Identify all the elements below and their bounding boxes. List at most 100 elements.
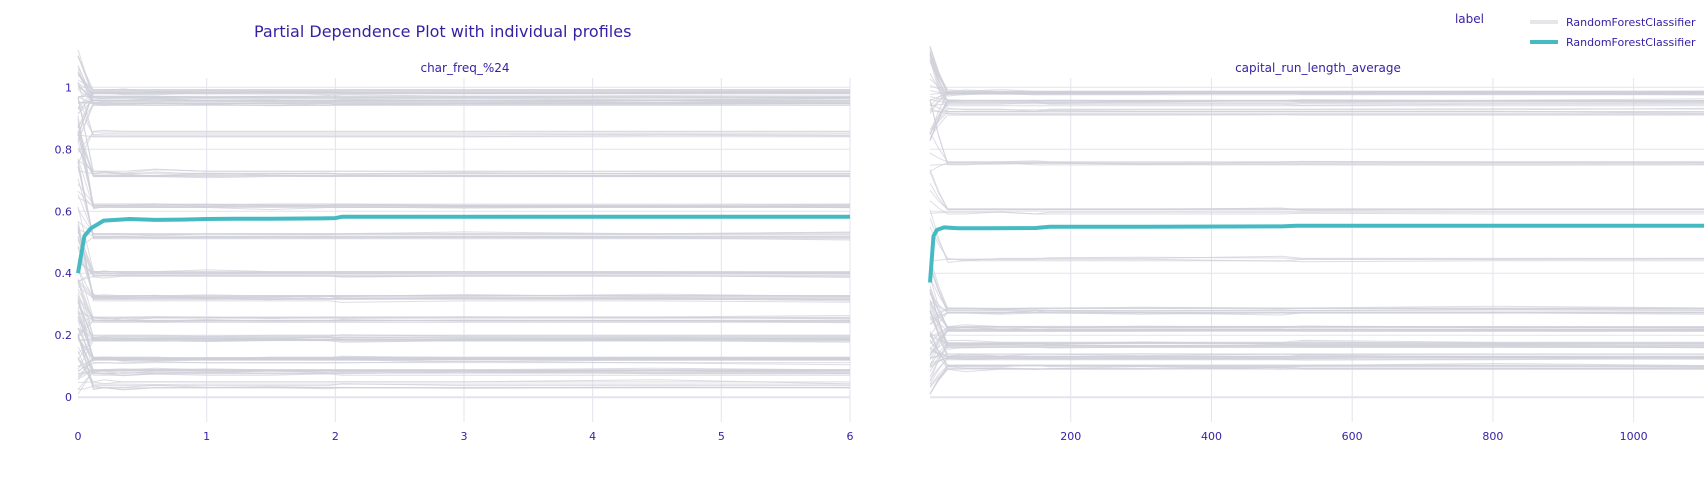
pdp-line-group bbox=[928, 223, 1704, 283]
grid bbox=[930, 78, 1704, 422]
ice-profile-line bbox=[929, 209, 1704, 263]
ice-profile-line bbox=[929, 333, 1704, 367]
ice-profile-line bbox=[77, 115, 851, 208]
ice-profile-line bbox=[929, 289, 1704, 348]
x-tick-label: 200 bbox=[1060, 430, 1081, 443]
x-tick-label: 0 bbox=[75, 430, 82, 443]
y-tick-label: 0.4 bbox=[55, 267, 73, 280]
x-tick-label: 6 bbox=[847, 430, 854, 443]
x-tick-label: 800 bbox=[1482, 430, 1503, 443]
ice-profile-line bbox=[929, 306, 1704, 359]
ice-profile-line bbox=[929, 73, 1704, 102]
ice-profile-line bbox=[77, 346, 850, 374]
ice-profile-line bbox=[929, 277, 1704, 331]
ice-profile-line bbox=[77, 98, 850, 136]
ice-profile-line bbox=[77, 125, 850, 177]
ice-profile-line bbox=[77, 81, 850, 138]
ice-profile-line bbox=[77, 274, 850, 282]
x-tick-label: 1000 bbox=[1620, 430, 1648, 443]
ice-profile-line bbox=[77, 65, 850, 103]
y-tick-label: 0 bbox=[65, 391, 72, 404]
ice-profile-line bbox=[929, 334, 1704, 368]
legend-entry-pdp[interactable]: RandomForestClassifier bbox=[1566, 36, 1696, 49]
ice-profile-line bbox=[77, 122, 850, 210]
individual-profiles bbox=[929, 45, 1704, 395]
ice-profile-line bbox=[929, 108, 1704, 115]
y-axis: 0 0.2 0.4 0.6 0.8 1 bbox=[55, 81, 73, 404]
ice-profile-line bbox=[929, 53, 1704, 107]
x-tick-label: 1 bbox=[203, 430, 210, 443]
ice-profile-line bbox=[929, 330, 1704, 371]
x-tick-label: 4 bbox=[589, 430, 596, 443]
individual-profiles bbox=[77, 49, 851, 395]
ice-profile-line bbox=[929, 335, 1704, 344]
ice-profile-line bbox=[929, 277, 1704, 312]
ice-profile-line bbox=[77, 359, 850, 385]
ice-profile-line bbox=[77, 231, 850, 275]
legend-entry-profiles[interactable]: RandomForestClassifier bbox=[1566, 16, 1696, 29]
ice-profile-line bbox=[929, 169, 1704, 210]
ice-profile-line bbox=[929, 92, 1704, 95]
ice-profile-line bbox=[929, 182, 1704, 211]
ice-profile-line bbox=[929, 45, 1704, 93]
ice-profile-line bbox=[77, 370, 850, 380]
ice-profile-line bbox=[77, 335, 850, 390]
ice-profile-line bbox=[929, 100, 1704, 141]
ice-profile-line bbox=[929, 357, 1704, 367]
ice-profile-line bbox=[77, 165, 850, 240]
ice-profile-line bbox=[77, 226, 851, 303]
pdp-line bbox=[76, 214, 850, 274]
ice-profile-line bbox=[929, 59, 1704, 115]
ice-profile-line bbox=[77, 281, 850, 299]
ice-profile-line bbox=[77, 68, 850, 106]
ice-profile-line bbox=[929, 131, 1704, 163]
ice-profile-line bbox=[929, 257, 1704, 309]
pdp-line-group bbox=[76, 214, 850, 274]
ice-profile-line bbox=[929, 200, 1704, 215]
ice-profile-line bbox=[929, 312, 1704, 332]
x-tick-label: 600 bbox=[1342, 430, 1363, 443]
ice-profile-line bbox=[929, 262, 1704, 314]
ice-profile-line bbox=[77, 97, 850, 177]
ice-profile-line bbox=[77, 74, 850, 92]
ice-profile-line bbox=[929, 354, 1704, 369]
ice-profile-line bbox=[929, 288, 1704, 348]
ice-profile-line bbox=[929, 310, 1704, 357]
ice-profile-line bbox=[929, 99, 1704, 164]
ice-profile-line bbox=[929, 108, 1704, 134]
x-tick-label: 400 bbox=[1201, 430, 1222, 443]
ice-profile-line bbox=[77, 131, 850, 179]
ice-profile-line bbox=[77, 129, 850, 164]
panel-char-freq: char_freq_%24 0 1 2 3 4 5 6 0 0.2 0.4 0.6 0.8 1 bbox=[55, 49, 854, 443]
y-tick-label: 0.8 bbox=[55, 143, 73, 156]
x-tick-label: 2 bbox=[332, 430, 339, 443]
ice-profile-line bbox=[77, 335, 850, 387]
legend: label RandomForestClassifier RandomFores… bbox=[1455, 12, 1696, 49]
ice-profile-line bbox=[77, 236, 850, 250]
ice-profile-line bbox=[77, 209, 850, 237]
ice-profile-line bbox=[929, 362, 1704, 387]
panel-capital-run-length: capital_run_length_average 200 400 600 800 1… bbox=[928, 45, 1704, 443]
ice-profile-line bbox=[77, 238, 850, 274]
ice-profile-line bbox=[929, 110, 1704, 114]
ice-profile-line bbox=[77, 247, 850, 298]
ice-profile-line bbox=[929, 189, 1704, 211]
ice-profile-line bbox=[929, 290, 1704, 347]
chart-title: Partial Dependence Plot with individual … bbox=[254, 22, 631, 41]
ice-profile-line bbox=[929, 101, 1704, 131]
ice-profile-line bbox=[929, 366, 1704, 395]
ice-profile-line bbox=[929, 310, 1704, 325]
y-tick-label: 1 bbox=[65, 81, 72, 94]
legend-title: label bbox=[1455, 12, 1484, 26]
x-tick-label: 5 bbox=[718, 430, 725, 443]
ice-profile-line bbox=[929, 365, 1704, 395]
ice-profile-line bbox=[929, 265, 1704, 309]
ice-profile-line bbox=[929, 345, 1704, 378]
ice-profile-line bbox=[929, 340, 1704, 361]
ice-profile-line bbox=[929, 114, 1704, 139]
x-axis: 0 1 2 3 4 5 6 bbox=[75, 430, 854, 443]
y-tick-label: 0.2 bbox=[55, 329, 73, 342]
ice-profile-line bbox=[929, 267, 1704, 311]
ice-profile-line bbox=[929, 367, 1704, 395]
ice-profile-line bbox=[929, 311, 1704, 357]
